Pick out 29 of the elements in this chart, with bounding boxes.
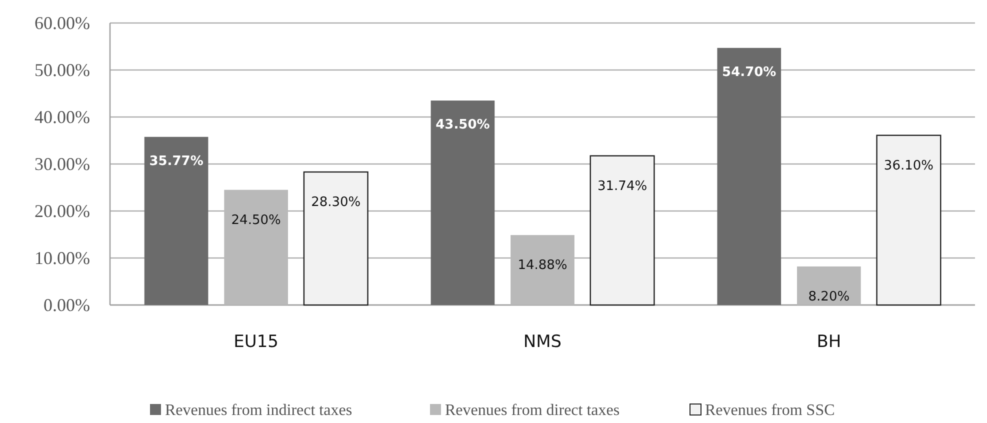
y-tick-label: 40.00% <box>34 107 90 127</box>
y-tick-label: 10.00% <box>34 248 90 268</box>
data-label: 43.50% <box>436 118 490 133</box>
bar <box>430 100 495 305</box>
bar <box>717 48 782 305</box>
data-label: 36.10% <box>884 158 934 174</box>
legend-label: Revenues from direct taxes <box>445 402 620 419</box>
data-label: 35.77% <box>149 154 204 169</box>
bar <box>144 136 208 305</box>
y-tick-label: 50.00% <box>34 60 90 80</box>
y-tick-label: 30.00% <box>34 154 90 174</box>
x-tick-label: EU15 <box>234 332 278 352</box>
y-tick-label: 20.00% <box>34 201 90 221</box>
x-tick-label: BH <box>816 332 842 352</box>
data-label: 24.50% <box>231 212 281 228</box>
data-label: 8.20% <box>808 289 850 304</box>
y-tick-label: 0.00% <box>44 295 90 315</box>
bar <box>797 266 861 305</box>
x-tick-label: NMS <box>523 332 562 352</box>
y-tick-label: 60.00% <box>34 13 90 33</box>
legend-label: Revenues from SSC <box>705 402 835 419</box>
data-label: 54.70% <box>722 64 776 80</box>
bar <box>590 155 655 306</box>
bar <box>876 134 942 306</box>
bar <box>303 171 368 306</box>
data-label: 28.30% <box>311 194 361 210</box>
legend-label: Revenues from indirect taxes <box>165 402 352 419</box>
data-label: 31.74% <box>598 178 648 194</box>
data-label: 14.88% <box>518 258 568 274</box>
